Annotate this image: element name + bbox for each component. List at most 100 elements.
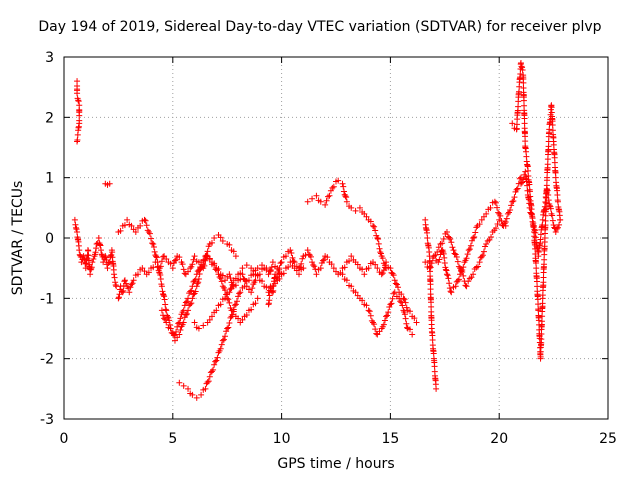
data-point-marker — [223, 328, 230, 335]
data-point-marker — [492, 199, 499, 206]
data-point-marker — [157, 275, 164, 282]
data-point-marker — [212, 358, 219, 365]
data-point-marker — [226, 319, 233, 326]
data-point-marker — [225, 324, 232, 331]
data-point-marker — [454, 277, 461, 284]
data-point-marker — [219, 238, 226, 245]
data-point-marker — [430, 350, 437, 357]
data-point-marker — [517, 60, 524, 67]
data-point-marker — [375, 236, 382, 243]
data-point-marker — [200, 257, 207, 264]
data-point-marker — [167, 260, 174, 267]
data-point-marker — [323, 197, 330, 204]
data-point-marker — [254, 265, 261, 272]
data-point-marker — [428, 303, 435, 310]
data-point-marker — [245, 277, 252, 284]
data-point-marker — [183, 298, 190, 305]
data-point-marker — [452, 251, 459, 258]
data-point-marker — [288, 249, 295, 256]
data-point-marker — [289, 254, 296, 261]
data-point-marker — [181, 302, 188, 309]
data-point-marker — [374, 235, 381, 241]
data-point-marker — [180, 266, 187, 273]
data-point-marker — [180, 307, 187, 314]
data-point-marker — [446, 280, 453, 287]
data-point-marker — [389, 295, 396, 302]
data-point-marker — [522, 138, 529, 145]
data-point-marker — [299, 255, 306, 262]
data-point-marker — [534, 247, 541, 254]
data-point-marker — [121, 277, 128, 284]
data-point-marker — [194, 268, 201, 275]
data-point-marker — [222, 333, 229, 340]
data-point-marker — [378, 271, 385, 278]
data-point-marker — [176, 319, 183, 326]
data-point-marker — [214, 267, 221, 274]
data-point-marker — [181, 270, 188, 277]
data-point-marker — [73, 226, 80, 233]
data-point-marker — [145, 269, 152, 276]
data-point-marker — [395, 284, 402, 291]
data-point-marker — [503, 215, 510, 222]
data-point-marker — [533, 260, 540, 267]
data-point-marker — [448, 289, 455, 296]
data-point-marker — [76, 247, 83, 254]
data-point-marker — [519, 179, 526, 186]
data-point-marker — [326, 192, 333, 199]
data-point-marker — [106, 259, 113, 266]
data-point-marker — [227, 314, 234, 321]
data-point-marker — [229, 282, 236, 289]
data-point-marker — [539, 221, 546, 228]
data-point-marker — [162, 301, 169, 308]
data-point-marker — [206, 373, 213, 380]
data-point-marker — [141, 268, 148, 275]
data-point-marker — [189, 261, 196, 268]
data-point-marker — [513, 186, 520, 193]
data-point-marker — [173, 256, 180, 263]
data-point-marker — [411, 315, 418, 322]
data-point-marker — [483, 241, 490, 248]
x-tick-label: 0 — [60, 431, 69, 447]
data-point-marker — [311, 263, 318, 270]
data-point-marker — [217, 301, 224, 308]
data-point-marker — [276, 265, 283, 272]
data-point-marker — [429, 337, 436, 344]
data-point-marker — [508, 202, 515, 209]
data-point-marker — [390, 272, 397, 279]
data-point-marker — [443, 228, 450, 235]
data-point-marker — [224, 325, 231, 332]
data-point-marker — [215, 271, 222, 278]
data-point-marker — [270, 287, 277, 294]
data-point-marker — [388, 300, 395, 307]
data-point-marker — [75, 98, 82, 105]
data-point-marker — [367, 218, 374, 225]
data-point-marker — [376, 245, 383, 252]
data-point-marker — [391, 289, 398, 296]
data-point-marker — [424, 235, 431, 241]
data-point-marker — [304, 198, 311, 205]
data-point-marker — [176, 254, 183, 261]
data-point-marker — [277, 260, 284, 267]
data-point-marker — [381, 264, 388, 271]
data-point-marker — [204, 379, 211, 386]
data-point-marker — [163, 319, 170, 326]
data-point-marker — [548, 210, 555, 217]
data-point-marker — [502, 222, 509, 229]
data-point-marker — [547, 205, 554, 212]
data-point-marker — [435, 259, 442, 266]
data-point-marker — [95, 235, 102, 241]
data-point-marker — [239, 316, 246, 323]
data-point-marker — [198, 391, 205, 398]
data-point-marker — [463, 255, 470, 262]
data-point-marker — [153, 254, 160, 261]
data-point-marker — [161, 293, 168, 300]
data-point-marker — [171, 337, 178, 344]
data-point-marker — [183, 310, 190, 317]
data-point-marker — [397, 298, 404, 305]
data-point-marker — [441, 254, 448, 261]
data-point-marker — [374, 331, 381, 338]
data-point-marker — [72, 221, 79, 228]
data-point-marker — [371, 223, 378, 230]
data-point-marker — [187, 265, 194, 272]
data-point-marker — [363, 213, 370, 220]
